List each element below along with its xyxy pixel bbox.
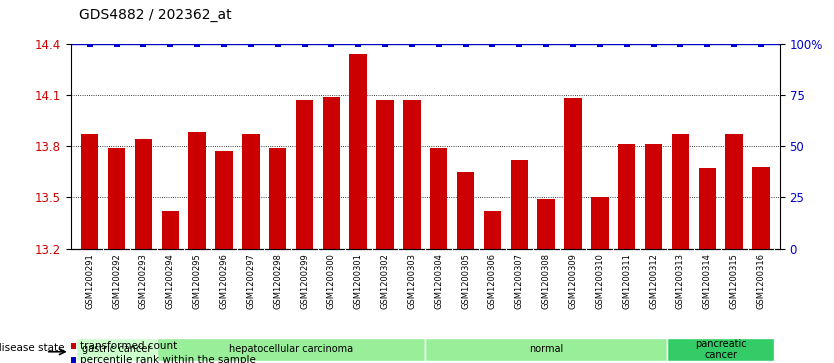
Text: gastric cancer: gastric cancer	[82, 344, 151, 354]
Text: GSM1200295: GSM1200295	[193, 253, 202, 309]
Text: GSM1200305: GSM1200305	[461, 253, 470, 309]
Bar	[510, 160, 528, 249]
Text: GSM1200301: GSM1200301	[354, 253, 363, 309]
Bar	[484, 211, 501, 249]
Text: GSM1200296: GSM1200296	[219, 253, 229, 309]
Bar	[565, 98, 582, 249]
Text: GSM1200310: GSM1200310	[595, 253, 605, 309]
Bar	[430, 148, 448, 249]
Text: GSM1200308: GSM1200308	[541, 253, 550, 309]
Bar	[215, 151, 233, 249]
Bar	[108, 148, 125, 249]
Text: GSM1200303: GSM1200303	[408, 253, 416, 309]
Bar	[671, 134, 689, 249]
Text: GSM1200297: GSM1200297	[246, 253, 255, 309]
Bar	[134, 139, 152, 249]
Text: percentile rank within the sample: percentile rank within the sample	[80, 355, 256, 363]
Bar	[699, 168, 716, 249]
Bar	[376, 100, 394, 249]
Text: disease state: disease state	[0, 343, 64, 353]
Text: GSM1200315: GSM1200315	[730, 253, 739, 309]
Bar	[188, 132, 206, 249]
Bar	[667, 338, 775, 361]
Text: GSM1200313: GSM1200313	[676, 253, 685, 309]
Text: GSM1200302: GSM1200302	[380, 253, 389, 309]
Text: normal: normal	[529, 344, 563, 354]
Bar	[645, 144, 662, 249]
Bar	[726, 134, 743, 249]
Bar	[425, 338, 667, 361]
Text: GSM1200311: GSM1200311	[622, 253, 631, 309]
Bar	[457, 172, 475, 249]
Text: GSM1200314: GSM1200314	[703, 253, 711, 309]
Text: GSM1200307: GSM1200307	[515, 253, 524, 309]
Text: pancreatic
cancer: pancreatic cancer	[695, 339, 746, 360]
Bar	[537, 199, 555, 249]
Text: hepatocellular carcinoma: hepatocellular carcinoma	[229, 344, 353, 354]
Text: GSM1200309: GSM1200309	[569, 253, 577, 309]
Text: GSM1200291: GSM1200291	[85, 253, 94, 309]
Bar	[242, 134, 259, 249]
Text: GSM1200316: GSM1200316	[756, 253, 766, 309]
Bar	[591, 197, 609, 249]
Text: GSM1200312: GSM1200312	[649, 253, 658, 309]
Text: GSM1200298: GSM1200298	[274, 253, 282, 309]
Bar	[752, 167, 770, 249]
Bar	[157, 338, 425, 361]
Bar	[76, 338, 157, 361]
Bar	[323, 97, 340, 249]
Text: GDS4882 / 202362_at: GDS4882 / 202362_at	[79, 8, 232, 22]
Bar	[81, 134, 98, 249]
Text: GSM1200300: GSM1200300	[327, 253, 336, 309]
Bar	[269, 148, 286, 249]
Text: GSM1200304: GSM1200304	[435, 253, 443, 309]
Text: GSM1200293: GSM1200293	[139, 253, 148, 309]
Bar	[618, 144, 636, 249]
Text: GSM1200292: GSM1200292	[112, 253, 121, 309]
Text: transformed count: transformed count	[80, 341, 177, 351]
Bar	[162, 211, 179, 249]
Bar	[349, 54, 367, 249]
Bar	[403, 100, 420, 249]
Text: GSM1200299: GSM1200299	[300, 253, 309, 309]
Text: GSM1200294: GSM1200294	[166, 253, 175, 309]
Bar	[296, 100, 314, 249]
Text: GSM1200306: GSM1200306	[488, 253, 497, 309]
